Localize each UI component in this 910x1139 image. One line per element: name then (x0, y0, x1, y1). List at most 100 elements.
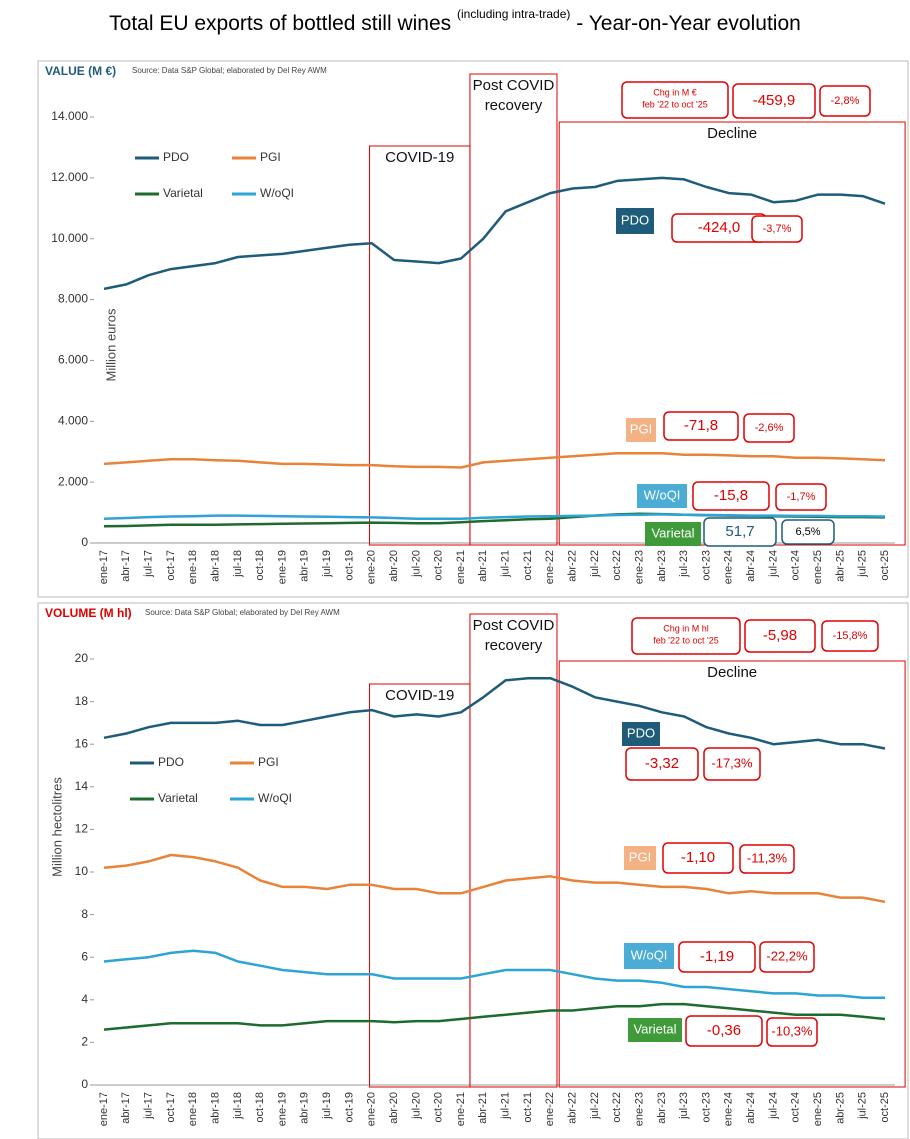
period-label: recovery (485, 97, 543, 114)
series-tag-box (637, 484, 687, 508)
series-line (103, 853, 886, 904)
y-tick-label: 8.000 (58, 292, 88, 306)
y-tick-label: 2.000 (58, 474, 88, 488)
period-box (469, 73, 558, 546)
period-label: recovery (485, 637, 543, 654)
series-change-pct-box (751, 215, 803, 243)
x-tick-label: ene-25 (812, 1092, 824, 1126)
period-box (558, 660, 906, 1088)
x-tick-label: ene-20 (366, 550, 378, 584)
series-change-pct-box (781, 519, 835, 545)
series-tag-box (624, 943, 674, 969)
series-change: -3,32 (645, 755, 679, 772)
change-header: Chg in M € (653, 87, 697, 97)
series-tag: PGI (630, 421, 652, 436)
series-change-box (703, 517, 777, 547)
series-change-pct: -10,3% (771, 1023, 813, 1038)
page-title: Total EU exports of bottled still wines … (109, 3, 801, 35)
series-tag: W/oQI (631, 947, 668, 962)
change-header: feb '22 to oct '25 (642, 99, 707, 109)
x-tick-label: ene-25 (812, 550, 824, 584)
change-header-box (631, 617, 741, 655)
x-tick-label: jul-24 (767, 550, 779, 578)
series-line (103, 676, 886, 750)
x-tick-label: jul-25 (857, 550, 869, 578)
y-tick-label: 12 (75, 822, 89, 836)
x-tick-label: abr-18 (209, 1092, 221, 1124)
series-line (103, 949, 885, 999)
series-tag-box (624, 846, 656, 870)
x-tick-label: abr-22 (567, 550, 579, 582)
series-tag: Varietal (633, 1021, 676, 1036)
total-change: -5,98 (763, 627, 797, 644)
period-label: Decline (707, 664, 757, 681)
series-change-box (662, 842, 734, 874)
x-tick-label: oct-17 (165, 550, 177, 581)
total-change-pct-box (819, 85, 871, 117)
series-tag-box (626, 418, 656, 442)
x-tick-label: jul-20 (410, 550, 422, 578)
series-tag-box (616, 208, 654, 234)
x-tick-label: jul-17 (143, 1092, 155, 1120)
x-tick-label: abr-22 (567, 1092, 579, 1124)
series-change-pct: 6,5% (795, 526, 820, 538)
y-tick-label: 0 (81, 1077, 88, 1091)
y-tick-label: 10 (75, 864, 89, 878)
x-tick-label: oct-19 (343, 1092, 355, 1123)
series-change-pct: -22,2% (766, 948, 808, 963)
panel-border (37, 60, 909, 598)
x-tick-label: abr-18 (209, 550, 221, 582)
legend-label: PDO (163, 150, 189, 164)
panel-title: VOLUME (M hl) (45, 606, 132, 620)
x-tick-label: jul-21 (500, 1092, 512, 1120)
x-tick-label: abr-21 (477, 1092, 489, 1124)
x-tick-label: ene-19 (276, 550, 288, 584)
series-change: -71,8 (684, 417, 718, 434)
x-tick-label: oct-24 (790, 1092, 802, 1123)
x-tick-label: ene-18 (187, 550, 199, 584)
series-tag: PDO (627, 725, 655, 740)
change-header: feb '22 to oct '25 (653, 635, 718, 645)
x-tick-label: oct-22 (611, 1092, 623, 1123)
legend-label: Varietal (163, 186, 203, 200)
total-change-box (732, 83, 816, 119)
series-change-pct: -1,7% (787, 491, 816, 503)
x-tick-label: abr-17 (120, 550, 132, 582)
x-tick-label: abr-24 (745, 1092, 757, 1124)
y-axis-label: Million hectolitres (49, 777, 64, 877)
total-change-box (744, 619, 816, 653)
series-tag-box (645, 522, 701, 546)
source-note: Source: Data S&P Global; elaborated by D… (132, 66, 327, 75)
series-change-pct: -2,6% (755, 422, 784, 434)
series-change-pct-box (759, 941, 815, 973)
x-tick-label: oct-17 (165, 1092, 177, 1123)
legend-label: PGI (260, 150, 281, 164)
x-tick-label: ene-18 (187, 1092, 199, 1126)
series-change-pct-box (703, 747, 761, 781)
panel-border (37, 602, 909, 1139)
x-tick-label: oct-23 (700, 1092, 712, 1123)
x-tick-label: jul-18 (232, 1092, 244, 1120)
y-tick-label: 14.000 (51, 109, 88, 123)
legend-label: W/oQI (258, 791, 292, 805)
y-tick-label: 8 (81, 907, 88, 921)
series-line (103, 1002, 886, 1031)
series-tag-box (622, 722, 660, 746)
x-tick-label: abr-20 (388, 1092, 400, 1124)
x-tick-label: ene-23 (633, 1092, 645, 1126)
x-tick-label: oct-20 (433, 550, 445, 581)
legend-label: Varietal (158, 791, 198, 805)
x-tick-label: ene-21 (455, 1092, 467, 1126)
x-tick-label: oct-19 (343, 550, 355, 581)
x-tick-label: oct-25 (879, 1092, 891, 1123)
series-tag: PDO (621, 212, 649, 227)
x-tick-label: ene-23 (633, 550, 645, 584)
y-tick-label: 4 (81, 992, 88, 1006)
series-change-pct: -11,3% (747, 850, 788, 865)
series-change-pct-box (775, 483, 827, 511)
total-change-pct: -2,8% (831, 95, 860, 107)
y-tick-label: 0 (81, 535, 88, 549)
source-note: Source: Data S&P Global; elaborated by D… (145, 608, 340, 617)
